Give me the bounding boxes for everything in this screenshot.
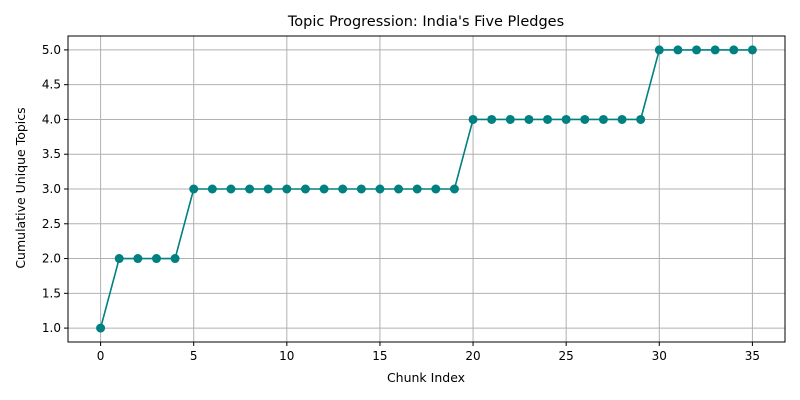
y-tick-label: 5.0	[42, 43, 61, 57]
y-tick-label: 4.0	[42, 112, 61, 126]
data-point	[226, 184, 236, 194]
data-point	[598, 114, 608, 124]
data-point	[189, 184, 199, 194]
data-point	[692, 45, 702, 55]
data-point	[561, 114, 571, 124]
data-point	[319, 184, 329, 194]
y-tick-label: 3.5	[42, 147, 61, 161]
data-point	[710, 45, 720, 55]
data-point	[487, 114, 497, 124]
data-point	[207, 184, 217, 194]
data-point	[468, 114, 478, 124]
data-point	[431, 184, 441, 194]
y-tick-label: 1.5	[42, 286, 61, 300]
y-tick-label: 4.5	[42, 78, 61, 92]
y-tick-label: 1.0	[42, 321, 61, 335]
data-point	[338, 184, 348, 194]
y-tick-label: 3.0	[42, 182, 61, 196]
data-point	[524, 114, 534, 124]
x-tick-label: 35	[745, 349, 760, 363]
data-point	[96, 323, 106, 333]
data-point	[617, 114, 627, 124]
data-point	[543, 114, 553, 124]
data-point	[449, 184, 459, 194]
ticks-layer: 0 5 10 15 20 25 30 35 1.0 1.5 2.0 2.5 3.0 3.5 4.0 4.5 5.…	[42, 43, 760, 363]
data-point	[133, 254, 143, 264]
chart-title: Topic Progression: India's Five Pledges	[287, 14, 564, 30]
x-tick-label: 5	[190, 349, 198, 363]
data-point	[394, 184, 404, 194]
data-point	[375, 184, 385, 194]
data-point	[282, 184, 292, 194]
data-point	[170, 254, 180, 264]
y-tick-label: 2.0	[42, 252, 61, 266]
data-point	[636, 114, 646, 124]
y-axis-label: Cumulative Unique Topics	[13, 107, 28, 268]
data-point	[263, 184, 273, 194]
x-axis-label: Chunk Index	[387, 370, 465, 385]
data-point	[356, 184, 366, 194]
series-layer	[96, 45, 757, 333]
data-point	[673, 45, 683, 55]
x-tick-label: 0	[97, 349, 105, 363]
x-tick-label: 20	[465, 349, 480, 363]
x-tick-label: 10	[279, 349, 294, 363]
data-point	[654, 45, 664, 55]
data-point	[245, 184, 255, 194]
x-tick-label: 15	[372, 349, 387, 363]
data-point	[747, 45, 757, 55]
data-point	[505, 114, 515, 124]
y-tick-label: 2.5	[42, 217, 61, 231]
data-point	[151, 254, 161, 264]
data-point	[580, 114, 590, 124]
data-point	[114, 254, 124, 264]
x-tick-label: 30	[652, 349, 667, 363]
data-point	[729, 45, 739, 55]
data-point	[300, 184, 310, 194]
data-point	[412, 184, 422, 194]
x-tick-label: 25	[559, 349, 574, 363]
